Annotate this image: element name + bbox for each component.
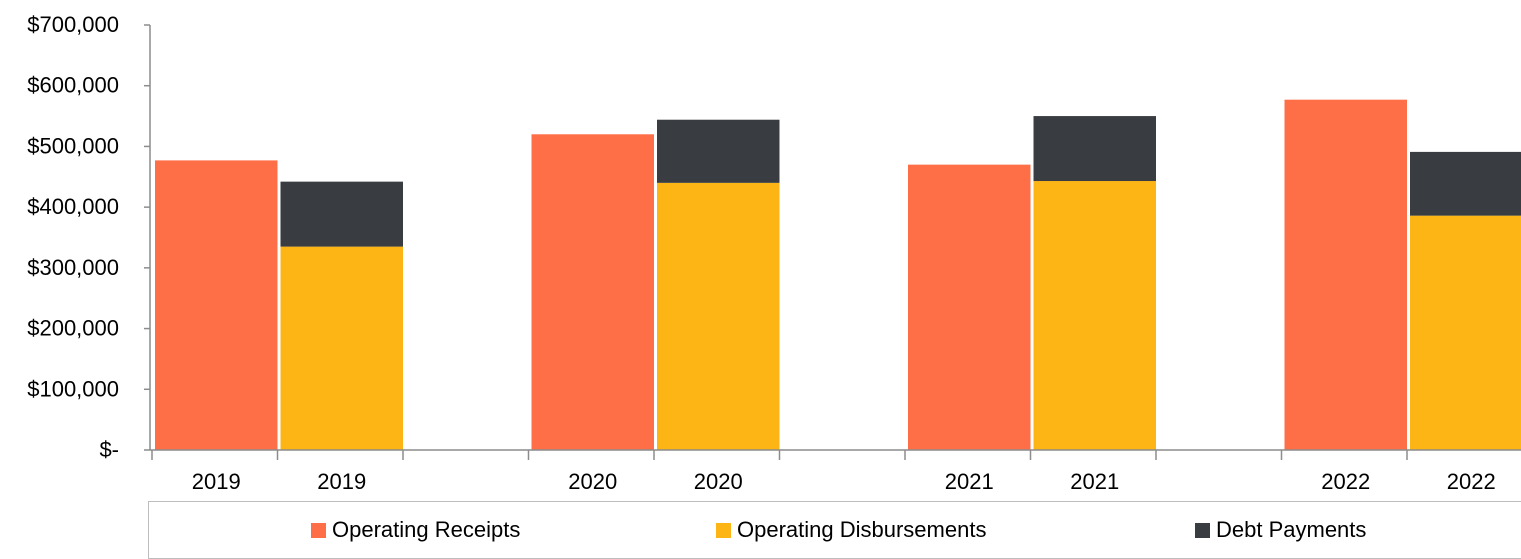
y-tick-label: $- <box>99 437 119 462</box>
bar-operating-disbursements-2021 <box>1033 181 1156 451</box>
bar-operating-receipts-2020 <box>531 134 654 451</box>
legend-swatch-operating-disbursements <box>716 522 731 538</box>
legend: Operating Receipts Operating Disbursemen… <box>148 501 1521 559</box>
x-tick-label: 2019 <box>192 469 241 494</box>
legend-item-operating-receipts: Operating Receipts <box>311 502 520 558</box>
y-tick-label: $200,000 <box>27 316 119 341</box>
bar-debt-payments-2019 <box>280 181 403 247</box>
bar-operating-disbursements-2019 <box>280 246 403 450</box>
legend-label-operating-receipts: Operating Receipts <box>332 517 521 542</box>
x-tick-label: 2020 <box>568 469 617 494</box>
legend-label-operating-disbursements: Operating Disbursements <box>737 517 987 542</box>
x-tick-label: 2022 <box>1447 469 1496 494</box>
bar-debt-payments-2022 <box>1410 151 1521 216</box>
x-axis-tick-labels: 2019 2019 2020 2020 2021 2021 2022 2022 <box>192 469 1496 494</box>
y-tick-label: $400,000 <box>27 194 119 219</box>
bars <box>155 99 1521 451</box>
bar-operating-disbursements-2022 <box>1410 215 1521 450</box>
bar-debt-payments-2021 <box>1033 116 1156 182</box>
bar-operating-disbursements-2020 <box>657 182 780 450</box>
legend-swatch-operating-receipts <box>311 522 326 538</box>
x-tick-label: 2022 <box>1321 469 1370 494</box>
bar-operating-receipts-2022 <box>1284 99 1407 450</box>
x-tick-label: 2021 <box>945 469 994 494</box>
y-tick-label: $700,000 <box>27 12 119 37</box>
x-tick-label: 2020 <box>694 469 743 494</box>
y-tick-label: $100,000 <box>27 376 119 401</box>
x-tick-label: 2019 <box>317 469 366 494</box>
bar-debt-payments-2020 <box>657 119 780 183</box>
x-axis-ticks <box>151 450 1408 460</box>
y-tick-label: $600,000 <box>27 73 119 98</box>
y-tick-label: $500,000 <box>27 133 119 158</box>
y-tick-label: $300,000 <box>27 255 119 280</box>
legend-label-debt-payments: Debt Payments <box>1216 517 1367 542</box>
legend-item-debt-payments: Debt Payments <box>1195 502 1366 558</box>
bar-operating-receipts-2019 <box>155 160 278 450</box>
y-axis-tick-labels: $- $100,000 $200,000 $300,000 $400,000 $500,0… <box>27 12 150 462</box>
bar-chart: $- $100,000 $200,000 $300,000 $400,000 $500,0… <box>27 12 1521 494</box>
legend-swatch-debt-payments <box>1195 522 1210 538</box>
x-tick-label: 2021 <box>1070 469 1119 494</box>
legend-item-operating-disbursements: Operating Disbursements <box>716 502 986 558</box>
bar-operating-receipts-2021 <box>908 164 1031 450</box>
